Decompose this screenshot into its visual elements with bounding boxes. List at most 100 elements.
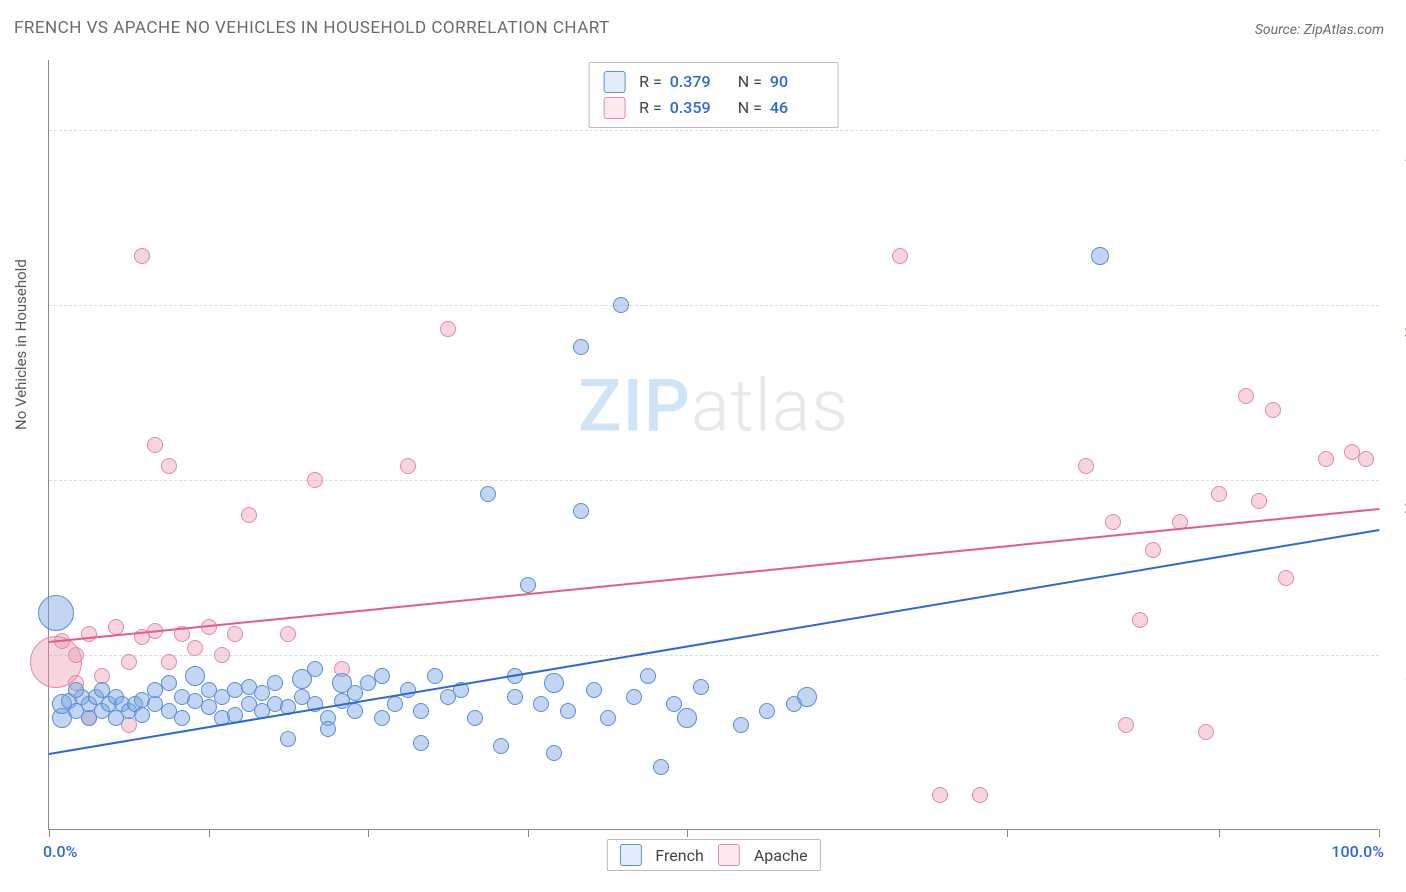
apache-point	[241, 507, 257, 523]
french-point	[626, 689, 642, 705]
x-tick-mark	[687, 829, 688, 837]
legend-swatch	[603, 71, 625, 93]
x-tick-mark	[49, 829, 50, 837]
chart-area: ZIPatlas 12.5%25.0%37.5%50.0%0.0%100.0%R…	[48, 60, 1378, 830]
apache-point	[214, 647, 230, 663]
watermark-atlas: atlas	[691, 364, 849, 449]
apache-point	[1078, 458, 1094, 474]
french-point	[467, 710, 483, 726]
french-point	[759, 703, 775, 719]
r-value: 0.379	[670, 69, 724, 95]
french-point	[427, 668, 443, 684]
french-point	[68, 682, 84, 698]
series-legend: French Apache	[606, 839, 820, 871]
apache-point	[1265, 402, 1281, 418]
source-label: Source: ZipAtlas.com	[1255, 22, 1384, 38]
watermark-zip: ZIP	[578, 364, 691, 449]
french-point	[693, 679, 709, 695]
apache-point	[81, 626, 97, 642]
french-point	[413, 703, 429, 719]
french-point	[653, 759, 669, 775]
n-label: N =	[738, 69, 762, 95]
x-tick-label: 100.0%	[1331, 842, 1384, 861]
french-point	[586, 682, 602, 698]
watermark: ZIPatlas	[578, 364, 849, 449]
x-tick-mark	[528, 829, 529, 837]
apache-point	[1358, 451, 1374, 467]
french-point	[387, 696, 403, 712]
x-tick-mark	[1379, 829, 1380, 837]
apache-point	[400, 458, 416, 474]
apache-point	[147, 437, 163, 453]
legend-label: Apache	[754, 846, 808, 865]
french-point	[374, 710, 390, 726]
apache-trend-line	[49, 508, 1379, 643]
apache-point	[1145, 542, 1161, 558]
apache-point	[1105, 514, 1121, 530]
apache-point	[307, 472, 323, 488]
apache-point	[440, 321, 456, 337]
n-label: N =	[738, 95, 762, 121]
legend-row: R = 0.379 N = 90	[603, 69, 824, 95]
french-point	[161, 675, 177, 691]
n-value: 90	[770, 69, 824, 95]
french-point	[374, 668, 390, 684]
french-trend-line	[49, 529, 1379, 755]
french-point	[1091, 247, 1109, 265]
r-value: 0.359	[670, 95, 724, 121]
x-tick-mark	[1007, 829, 1008, 837]
legend-swatch	[603, 97, 625, 119]
legend-label: French	[655, 846, 703, 865]
french-point	[493, 738, 509, 754]
grid-line	[49, 480, 1379, 481]
french-point	[413, 735, 429, 751]
x-tick-mark	[209, 829, 210, 837]
r-label: R =	[639, 95, 662, 121]
french-point	[38, 595, 74, 631]
apache-point	[1318, 451, 1334, 467]
french-point	[797, 687, 817, 707]
legend-row: R = 0.359 N = 46	[603, 95, 824, 121]
french-point	[544, 673, 564, 693]
apache-point	[161, 458, 177, 474]
french-point	[347, 703, 363, 719]
x-tick-label: 0.0%	[43, 842, 77, 861]
apache-point	[1238, 388, 1254, 404]
grid-line	[49, 655, 1379, 656]
n-value: 46	[770, 95, 824, 121]
apache-point	[108, 619, 124, 635]
chart-title: FRENCH VS APACHE NO VEHICLES IN HOUSEHOL…	[14, 18, 610, 38]
french-point	[533, 696, 549, 712]
french-point	[613, 297, 629, 313]
french-point	[600, 710, 616, 726]
legend-swatch	[718, 844, 740, 866]
apache-point	[1118, 717, 1134, 733]
r-label: R =	[639, 69, 662, 95]
french-point	[507, 689, 523, 705]
french-point	[520, 577, 536, 593]
french-point	[307, 661, 323, 677]
x-tick-mark	[1219, 829, 1220, 837]
french-point	[560, 703, 576, 719]
french-point	[733, 717, 749, 733]
x-tick-mark	[368, 829, 369, 837]
french-point	[573, 339, 589, 355]
french-point	[134, 707, 150, 723]
legend-swatch	[619, 844, 641, 866]
plot-region: ZIPatlas 12.5%25.0%37.5%50.0%0.0%100.0%R…	[48, 60, 1378, 830]
apache-point	[892, 248, 908, 264]
apache-point	[1198, 724, 1214, 740]
apache-point	[932, 787, 948, 803]
apache-point	[1211, 486, 1227, 502]
apache-point	[68, 647, 84, 663]
apache-point	[1251, 493, 1267, 509]
french-point	[546, 745, 562, 761]
apache-point	[121, 654, 137, 670]
french-point	[185, 666, 205, 686]
apache-point	[161, 654, 177, 670]
french-point	[174, 710, 190, 726]
french-point	[677, 708, 697, 728]
french-point	[480, 486, 496, 502]
french-point	[573, 503, 589, 519]
apache-point	[972, 787, 988, 803]
